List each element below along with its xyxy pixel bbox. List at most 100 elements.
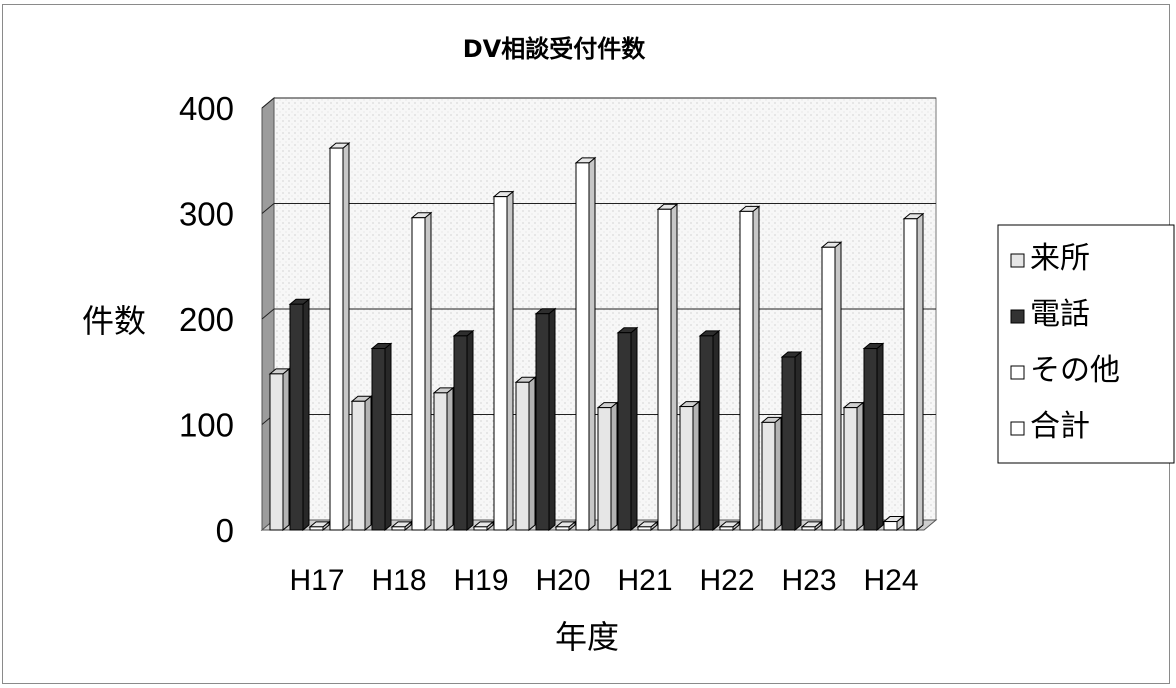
- bar-front: [411, 217, 426, 531]
- bar-front: [801, 526, 816, 531]
- bar-front: [575, 162, 590, 531]
- x-tick-label: H17: [289, 564, 344, 597]
- bar-front: [863, 348, 878, 531]
- x-tick-labels: H17 H18 H19 H20 H21 H22 H23 H24: [289, 564, 918, 597]
- legend-label: 合計: [1030, 409, 1090, 444]
- bar-side: [794, 350, 802, 532]
- x-tick-label: H20: [535, 564, 590, 597]
- legend-swatch: [1010, 365, 1025, 380]
- bar-front: [617, 332, 632, 531]
- bar: [596, 401, 619, 532]
- bar-front: [351, 400, 366, 531]
- bar-side: [466, 329, 474, 532]
- bar-side: [712, 329, 720, 532]
- bars: [268, 142, 925, 532]
- bar-side: [630, 326, 638, 532]
- bar: [718, 520, 741, 532]
- bar: [472, 520, 495, 532]
- bar: [308, 520, 331, 532]
- y-tick-label: 300: [179, 196, 234, 233]
- bar-side: [364, 395, 372, 532]
- bar-front: [903, 218, 918, 531]
- bar-side: [302, 298, 310, 532]
- x-tick-label: H21: [617, 564, 672, 597]
- legend-swatch: [1010, 421, 1025, 436]
- bar-side: [876, 342, 884, 532]
- bar: [902, 212, 925, 532]
- y-tick-label: 100: [179, 407, 234, 444]
- y-tick-label: 0: [216, 512, 234, 549]
- bar-side: [692, 400, 700, 532]
- bar-side: [670, 203, 678, 532]
- x-axis-label: 年度: [555, 618, 619, 656]
- bar-front: [699, 335, 714, 531]
- bar: [350, 395, 373, 532]
- bar: [574, 156, 597, 532]
- bar-front: [555, 526, 570, 531]
- bar-front: [597, 407, 612, 531]
- bar-front: [657, 208, 672, 531]
- bar: [820, 241, 843, 532]
- bar: [800, 520, 823, 532]
- bar-front: [637, 526, 652, 531]
- legend-label: 来所: [1030, 241, 1090, 276]
- bar: [328, 142, 351, 532]
- bar: [370, 342, 393, 532]
- bar: [760, 416, 783, 532]
- bar: [678, 400, 701, 532]
- bar-front: [719, 526, 734, 531]
- bar-front: [679, 406, 694, 531]
- bar: [862, 342, 885, 532]
- chart-title: DV相談受付件数: [463, 35, 646, 63]
- bar-front: [453, 335, 468, 531]
- bar: [432, 386, 455, 532]
- gridline-side: [261, 97, 275, 109]
- bar-side: [424, 211, 432, 532]
- bar: [492, 190, 515, 532]
- legend-swatch: [1010, 309, 1025, 324]
- bar-front: [883, 521, 898, 531]
- bar: [390, 520, 413, 532]
- bar-front: [739, 210, 754, 531]
- bar-front: [309, 526, 324, 531]
- bar-front: [843, 407, 858, 531]
- bar-side: [916, 212, 924, 532]
- bar-front: [289, 303, 304, 531]
- bar-side: [834, 241, 842, 532]
- gridline-side: [261, 308, 275, 320]
- bar-front: [433, 392, 448, 531]
- bar-side: [610, 401, 618, 532]
- bar-side: [528, 376, 536, 532]
- x-tick-label: H23: [781, 564, 836, 597]
- bar-front: [821, 246, 836, 531]
- y-tick-label: 400: [179, 90, 234, 127]
- bar: [842, 401, 865, 532]
- y-tick-label: 200: [179, 301, 234, 338]
- legend-swatch: [1010, 253, 1025, 268]
- bar: [514, 376, 537, 532]
- bar: [882, 515, 905, 532]
- bar-side: [384, 342, 392, 532]
- x-tick-label: H18: [371, 564, 426, 597]
- bar-side: [774, 416, 782, 532]
- x-tick-label: H19: [453, 564, 508, 597]
- bar: [288, 298, 311, 532]
- bar-front: [329, 147, 344, 531]
- bar: [616, 326, 639, 532]
- legend-label: その他: [1030, 353, 1120, 388]
- bar-front: [535, 313, 550, 531]
- bar: [534, 307, 557, 532]
- bar-side: [282, 367, 290, 532]
- y-tick-labels: 0 100 200 300 400: [179, 90, 234, 549]
- y-axis-label: 件数: [82, 302, 146, 340]
- bar: [780, 350, 803, 532]
- bar-front: [515, 381, 530, 531]
- legend-label: 電話: [1030, 297, 1090, 332]
- gridline-side: [261, 203, 275, 214]
- bar-front: [473, 526, 488, 531]
- bar-side: [446, 386, 454, 532]
- x-tick-label: H22: [699, 564, 754, 597]
- bar-side: [506, 190, 514, 532]
